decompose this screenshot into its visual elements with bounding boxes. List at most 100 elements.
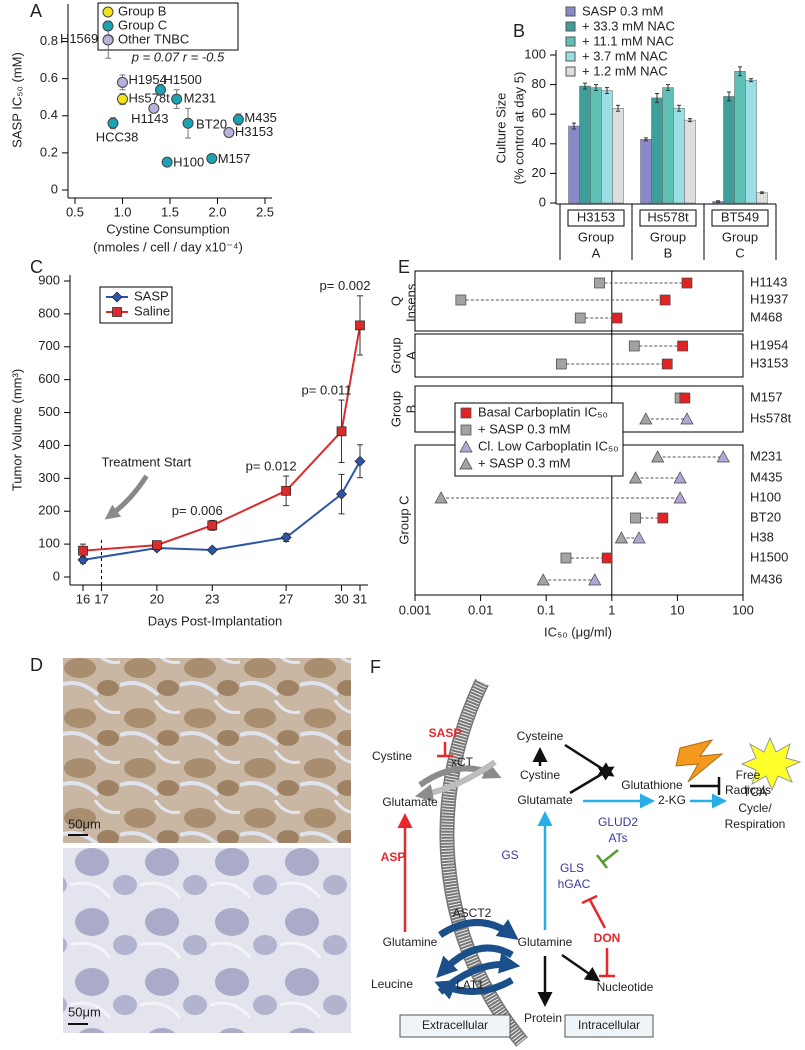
x-tick-label: 16 — [76, 591, 90, 606]
error-bar — [738, 66, 742, 77]
point — [171, 93, 183, 105]
annotation: p= 0.002 — [320, 278, 371, 293]
membrane — [440, 679, 527, 1046]
annotation: Treatment Start — [101, 454, 191, 469]
inhibition — [581, 894, 598, 905]
x-axis-label: (nmoles / cell / day x10⁻⁴) — [93, 239, 243, 254]
panel-letter: C — [30, 257, 43, 277]
x-tick-label: 1 — [608, 602, 615, 617]
marker — [281, 485, 291, 496]
y-tick-label: 0 — [51, 181, 58, 196]
point-label: H3153 — [235, 124, 273, 139]
x-tick-label: 23 — [205, 591, 219, 606]
x-axis-label: Cystine Consumption — [106, 221, 230, 236]
node: 2-KG — [658, 793, 686, 807]
node: Glutamine — [518, 935, 573, 949]
row-label: H1954 — [750, 337, 788, 352]
x-tick-label: 100 — [732, 602, 754, 617]
annotation: p= 0.011 — [302, 382, 352, 397]
marker — [588, 573, 602, 586]
marker — [673, 491, 687, 504]
error-bar — [572, 122, 576, 130]
x-tick-label: 20 — [150, 591, 164, 606]
group-label: Group — [388, 337, 403, 373]
drug: DON — [594, 931, 621, 945]
point-label: BT20 — [196, 117, 227, 132]
point-label: M157 — [218, 151, 251, 166]
enzyme: hGAC — [558, 877, 591, 891]
point — [182, 117, 194, 129]
x-axis-label: IC₅₀ (μg/ml) — [544, 624, 612, 639]
row-label: Hs578t — [750, 410, 792, 425]
y-tick-label: 300 — [38, 470, 60, 485]
enzyme: GLS — [560, 861, 584, 875]
y-tick-label: 80 — [532, 76, 546, 91]
starburst-icon — [740, 736, 802, 792]
legend-label: SASP 0.3 mM — [582, 3, 663, 18]
node: LAT1 — [456, 978, 484, 992]
group-label: B — [664, 245, 673, 260]
marker — [206, 544, 218, 556]
group-box — [414, 333, 744, 378]
marker — [460, 407, 472, 419]
marker — [434, 491, 448, 504]
group-label: Insens. — [403, 280, 418, 322]
x-tick-label: BT549 — [721, 209, 759, 224]
node: TCA — [743, 785, 767, 799]
point-label: H1569 — [60, 31, 98, 46]
label-box — [399, 1014, 511, 1038]
marker — [639, 412, 653, 425]
error-bar — [716, 200, 720, 203]
legend-marker — [102, 34, 114, 46]
error-bar — [655, 92, 659, 103]
y-axis-label: SASP IC₅₀ (mM) — [9, 52, 24, 148]
compartment: Intracellular — [578, 1018, 640, 1032]
legend-box — [97, 2, 239, 51]
row-label: H1143 — [750, 274, 787, 289]
panel-letter: D — [30, 655, 43, 675]
series-line — [82, 325, 361, 552]
arrow — [561, 953, 601, 982]
x-tick-label: 27 — [279, 591, 293, 606]
error-bar — [677, 104, 681, 112]
y-axis-label: Tumor Volume (mm³) — [9, 369, 24, 491]
marker — [112, 307, 122, 317]
bar — [723, 96, 735, 204]
annotation: p= 0.006 — [172, 503, 223, 518]
legend-swatch — [565, 51, 576, 62]
marker — [111, 291, 123, 303]
row-label: H3153 — [750, 355, 788, 370]
compartment: Extracellular — [422, 1018, 488, 1032]
panel-letter: E — [398, 257, 410, 277]
error-bar — [594, 84, 598, 92]
point-label: HCC38 — [96, 130, 139, 145]
transport-arrow — [438, 919, 519, 940]
point — [161, 156, 173, 168]
bar — [640, 139, 652, 204]
scale-label: 50μm — [68, 1004, 101, 1019]
legend-marker — [102, 6, 114, 18]
legend-label: Group B — [118, 3, 166, 18]
legend-label: + SASP 0.3 mM — [478, 421, 571, 436]
micrograph — [63, 658, 351, 843]
enzyme: GLUD2 — [598, 815, 638, 829]
enzyme: GS — [501, 848, 518, 862]
node: ASCT2 — [453, 906, 492, 920]
x-tick-label: 0.1 — [537, 602, 555, 617]
marker — [336, 488, 348, 500]
group-label: A — [403, 351, 418, 360]
arrow — [569, 766, 615, 795]
marker — [673, 471, 687, 484]
marker — [455, 294, 467, 306]
group-label: Group — [722, 229, 758, 244]
marker — [207, 520, 218, 531]
y-tick-label: 800 — [38, 305, 60, 320]
marker — [716, 450, 730, 463]
legend-box — [454, 402, 624, 477]
point — [117, 76, 128, 88]
panel-letter: A — [30, 1, 42, 21]
x-axis-label: Days Post-Implantation — [148, 613, 282, 628]
point-label: H1954 — [129, 72, 167, 87]
y-tick-label: 0 — [539, 194, 546, 209]
marker — [459, 457, 473, 470]
